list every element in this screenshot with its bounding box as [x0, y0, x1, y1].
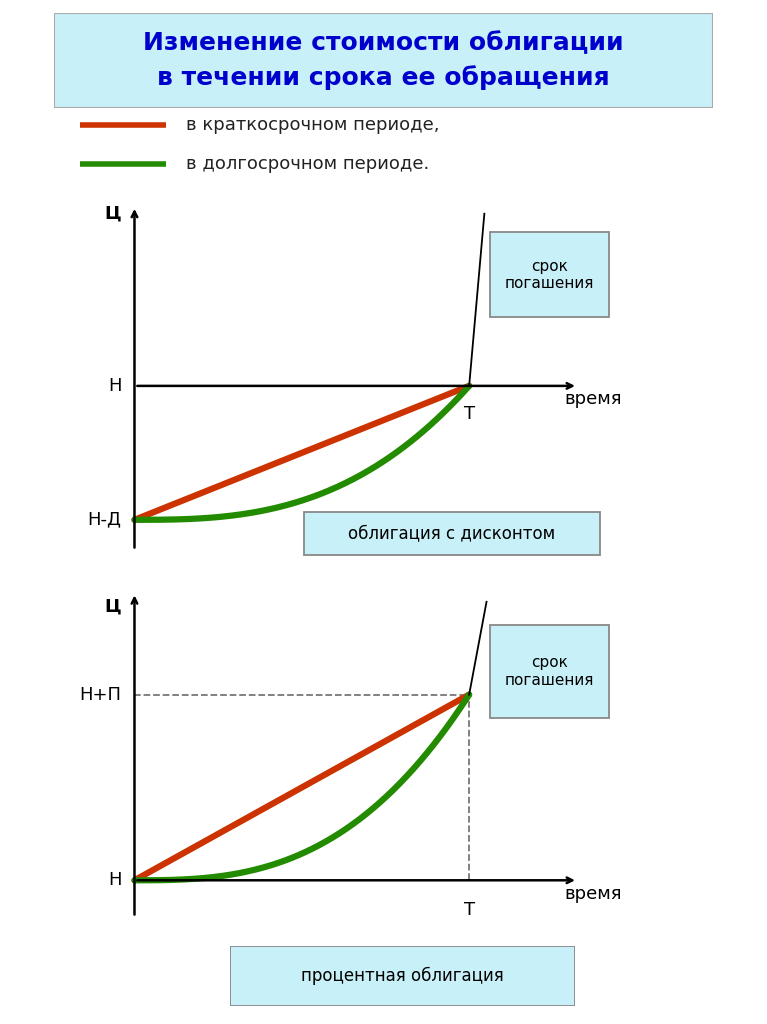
Text: Н: Н — [108, 871, 121, 889]
Text: срок
погашения: срок погашения — [505, 259, 594, 291]
Text: Н-Д: Н-Д — [87, 511, 121, 528]
Text: в долгосрочном периоде.: в долгосрочном периоде. — [186, 155, 429, 173]
Text: время: время — [565, 885, 622, 903]
FancyBboxPatch shape — [304, 512, 600, 555]
Text: процентная облигация: процентная облигация — [301, 967, 504, 985]
FancyBboxPatch shape — [490, 625, 609, 718]
Text: Н: Н — [108, 377, 121, 395]
Text: Т: Т — [463, 901, 475, 920]
Text: время: время — [565, 390, 622, 409]
Text: Т: Т — [463, 406, 475, 423]
FancyBboxPatch shape — [54, 13, 713, 108]
Text: Н+П: Н+П — [80, 686, 121, 703]
Text: облигация с дисконтом: облигация с дисконтом — [348, 524, 555, 542]
Text: Ц: Ц — [104, 597, 121, 615]
Text: Изменение стоимости облигации
в течении срока ее обращения: Изменение стоимости облигации в течении … — [143, 31, 624, 90]
Text: Ц: Ц — [104, 205, 121, 222]
FancyBboxPatch shape — [490, 232, 609, 317]
Text: срок
погашения: срок погашения — [505, 655, 594, 687]
Text: в краткосрочном периоде,: в краткосрочном периоде, — [186, 116, 439, 134]
FancyBboxPatch shape — [230, 946, 575, 1006]
